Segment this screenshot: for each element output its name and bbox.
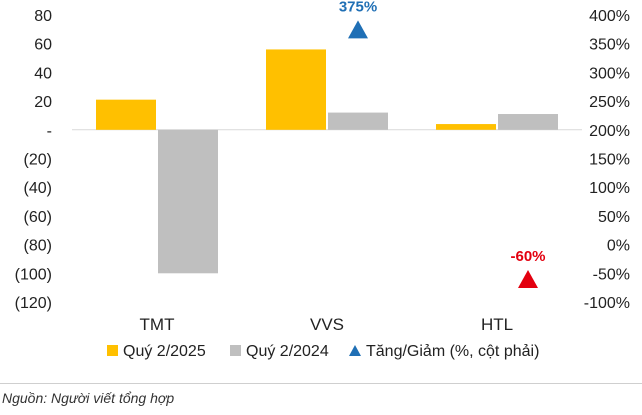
y-tick-left: - bbox=[47, 123, 52, 140]
x-tick-tmt: TMT bbox=[140, 315, 175, 334]
y-tick-left: (80) bbox=[24, 238, 52, 255]
y-tick-left: (40) bbox=[24, 180, 52, 197]
legend-swatch-q2-2024 bbox=[230, 345, 241, 356]
y-tick-left: (120) bbox=[15, 295, 52, 312]
y-tick-right: 0% bbox=[607, 238, 630, 255]
bar-q2-2024-tmt bbox=[158, 129, 218, 274]
y-tick-right: 200% bbox=[589, 123, 630, 140]
bar-q2-2024-vvs bbox=[328, 112, 388, 130]
y-tick-left: 80 bbox=[34, 8, 52, 25]
change-marker-htl bbox=[518, 270, 538, 289]
y-tick-right: 50% bbox=[598, 209, 630, 226]
change-marker-vvs bbox=[348, 20, 368, 39]
divider bbox=[0, 383, 642, 384]
y-tick-right: 300% bbox=[589, 65, 630, 82]
y-tick-right: -50% bbox=[593, 266, 630, 283]
source-note: Nguồn: Người viết tổng hợp bbox=[2, 390, 175, 406]
chart: 80 60 40 20 - (20) (40) (60) (80) (100) (120) 400% 3… bbox=[15, 0, 630, 360]
y-tick-right: 350% bbox=[589, 37, 630, 54]
bar-q2-2025-htl bbox=[436, 124, 496, 130]
legend-swatch-change bbox=[349, 345, 361, 356]
legend-label-q2-2024: Quý 2/2024 bbox=[246, 343, 329, 360]
y-tick-left: (100) bbox=[15, 266, 52, 283]
y-tick-left: 20 bbox=[34, 94, 52, 111]
change-label-htl: -60% bbox=[510, 248, 545, 265]
y-tick-right: 150% bbox=[589, 152, 630, 169]
y-tick-left: 60 bbox=[34, 37, 52, 54]
y-tick-left: 40 bbox=[34, 65, 52, 82]
bar-q2-2025-tmt bbox=[96, 99, 156, 130]
x-tick-htl: HTL bbox=[481, 315, 513, 334]
x-tick-vvs: VVS bbox=[310, 315, 344, 334]
legend-label-q2-2025: Quý 2/2025 bbox=[123, 343, 206, 360]
change-label-vvs: 375% bbox=[339, 0, 377, 15]
legend-swatch-q2-2025 bbox=[107, 345, 118, 356]
bar-q2-2024-htl bbox=[498, 114, 558, 130]
bar-q2-2025-vvs bbox=[266, 49, 326, 130]
y-tick-right: 400% bbox=[589, 8, 630, 25]
y-tick-left: (60) bbox=[24, 209, 52, 226]
y-tick-right: -100% bbox=[584, 295, 630, 312]
y-tick-right: 250% bbox=[589, 94, 630, 111]
y-tick-left: (20) bbox=[24, 152, 52, 169]
legend-label-change: Tăng/Giảm (%, cột phải) bbox=[366, 343, 539, 360]
y-tick-right: 100% bbox=[589, 180, 630, 197]
